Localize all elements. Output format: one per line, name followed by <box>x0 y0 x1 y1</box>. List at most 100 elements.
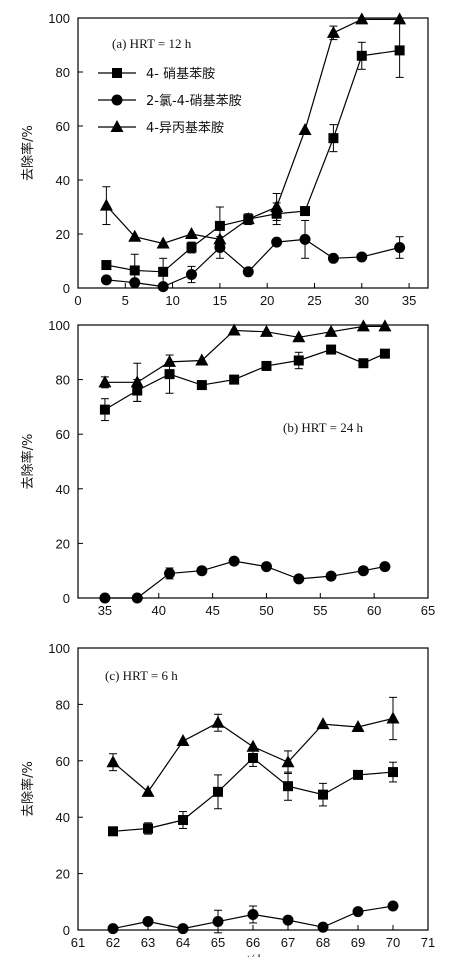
data-point-isopropylaniline <box>378 319 392 332</box>
x-tick-label: 63 <box>141 935 155 950</box>
data-point-nitroaniline <box>99 404 110 415</box>
series-line-chloro-nitroaniline <box>104 560 386 599</box>
plot-frame <box>77 324 429 599</box>
x-tick-label: 55 <box>313 603 327 618</box>
data-point-chloro-nitroaniline <box>164 567 176 579</box>
data-point-isopropylaniline <box>241 212 255 225</box>
data-point-isopropylaniline <box>185 227 199 239</box>
data-point-nitroaniline <box>358 358 369 369</box>
data-point-chloro-nitroaniline <box>317 921 329 933</box>
x-tick-label: 40 <box>152 603 166 618</box>
y-tick-label: 100 <box>48 318 70 333</box>
x-tick-label: 45 <box>205 603 219 618</box>
x-tick-label: 15 <box>213 293 227 308</box>
data-point-nitroaniline <box>129 265 140 276</box>
data-point-isopropylaniline <box>324 324 338 337</box>
data-point-isopropylaniline <box>163 354 177 367</box>
x-tick-label: 5 <box>122 293 129 308</box>
data-point-nitroaniline <box>178 815 188 826</box>
data-point-isopropylaniline <box>246 739 260 752</box>
legend-label: 2-氯-4-硝基苯胺 <box>146 94 242 109</box>
data-point-isopropylaniline <box>176 734 190 747</box>
y-tick-label: 0 <box>63 591 70 606</box>
data-point-chloro-nitroaniline <box>142 916 154 928</box>
data-point-chloro-nitroaniline <box>356 251 368 263</box>
x-tick-label: 66 <box>246 935 260 950</box>
data-point-chloro-nitroaniline <box>212 916 224 928</box>
data-point-chloro-nitroaniline <box>299 233 311 245</box>
series-nitroaniline <box>99 344 390 422</box>
x-tick-label: 65 <box>421 603 435 618</box>
data-point-nitroaniline <box>300 206 311 217</box>
x-tick-label: 65 <box>211 935 225 950</box>
data-point-nitroaniline <box>388 767 398 778</box>
x-tick-label: 64 <box>176 935 190 950</box>
y-tick-label: 0 <box>63 281 70 296</box>
data-point-nitroaniline <box>379 348 390 359</box>
x-tick-label: 71 <box>421 935 435 950</box>
data-point-isopropylaniline <box>355 12 369 25</box>
data-point-isopropylaniline <box>393 12 407 25</box>
data-point-isopropylaniline <box>351 719 365 732</box>
data-point-chloro-nitroaniline <box>293 573 305 585</box>
data-point-chloro-nitroaniline <box>131 592 143 604</box>
data-point-isopropylaniline <box>292 330 306 343</box>
x-tick-label: 35 <box>402 293 416 308</box>
legend-label: 4- 硝基苯胺 <box>146 67 215 82</box>
panel-b: 35 40 45 50 55 60 65 0 20 40 60 80 100 去除率/% (b) HRT =… <box>20 318 435 618</box>
data-point-isopropylaniline <box>213 232 227 245</box>
data-point-nitroaniline <box>158 266 169 277</box>
y-tick-label: 20 <box>56 867 70 882</box>
x-tick-label: 10 <box>165 293 179 308</box>
x-tick-label: 0 <box>74 293 81 308</box>
series-line-nitroaniline <box>106 49 400 273</box>
data-point-chloro-nitroaniline <box>177 923 189 935</box>
x-tick-label: 20 <box>260 293 274 308</box>
data-point-nitroaniline <box>143 823 153 834</box>
series-line-nitroaniline <box>104 348 386 411</box>
series-isopropylaniline <box>99 12 407 249</box>
data-point-isopropylaniline <box>259 324 273 337</box>
data-point-nitroaniline <box>318 789 328 800</box>
x-tick-label: 67 <box>281 935 295 950</box>
y-tick-label: 40 <box>56 173 70 188</box>
data-point-chloro-nitroaniline <box>260 561 272 573</box>
data-point-nitroaniline <box>353 769 363 780</box>
data-point-chloro-nitroaniline <box>100 274 112 286</box>
data-point-isopropylaniline <box>227 323 241 336</box>
data-point-nitroaniline <box>213 786 223 797</box>
data-point-isopropylaniline <box>326 25 340 38</box>
series-chloro-nitroaniline <box>107 900 399 935</box>
data-point-nitroaniline <box>229 374 240 385</box>
data-point-nitroaniline <box>261 360 272 371</box>
y-axis-label: 去除率/% <box>20 434 36 490</box>
data-point-isopropylaniline <box>128 229 142 242</box>
data-point-nitroaniline <box>164 369 175 380</box>
data-point-chloro-nitroaniline <box>247 908 259 920</box>
x-tick-label: 35 <box>98 603 112 618</box>
x-tick-label: 50 <box>259 603 273 618</box>
data-point-isopropylaniline <box>130 375 144 388</box>
legend-marker-nitroaniline <box>112 68 122 78</box>
data-point-chloro-nitroaniline <box>271 236 283 248</box>
series-isopropylaniline <box>98 319 392 402</box>
data-point-isopropylaniline <box>386 711 400 724</box>
y-axis-label: 去除率/% <box>20 125 36 181</box>
data-point-isopropylaniline <box>356 319 370 332</box>
y-tick-label: 100 <box>48 641 70 656</box>
data-point-chloro-nitroaniline <box>107 923 119 935</box>
data-point-nitroaniline <box>394 45 405 56</box>
x-tick-label: 62 <box>106 935 120 950</box>
data-point-chloro-nitroaniline <box>228 555 240 567</box>
y-tick-label: 40 <box>56 810 70 825</box>
data-point-nitroaniline <box>196 380 207 391</box>
data-point-isopropylaniline <box>316 717 330 730</box>
panel-title: (a) HRT = 12 h <box>112 36 192 51</box>
x-tick-label: 69 <box>351 935 365 950</box>
data-point-chloro-nitroaniline <box>186 269 198 280</box>
y-tick-label: 0 <box>63 923 70 938</box>
data-point-chloro-nitroaniline <box>352 906 364 918</box>
x-axis-label: t/d <box>246 951 260 957</box>
series-line-chloro-nitroaniline <box>106 238 400 288</box>
